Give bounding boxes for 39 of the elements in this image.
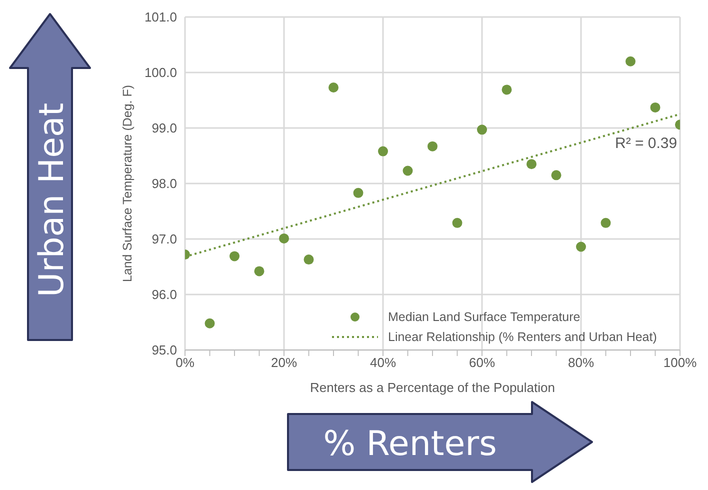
y-tick-label: 101.0 (144, 10, 177, 25)
x-tick-label: 100% (663, 355, 698, 370)
y-tick-label: 97.0 (152, 232, 177, 247)
x-axis-title: Renters as a Percentage of the Population (310, 380, 555, 395)
point (402, 166, 413, 176)
point (650, 102, 660, 112)
x-tick-label: 40% (370, 355, 396, 370)
point (526, 159, 536, 170)
point (328, 82, 338, 92)
y-tick-label: 100.0 (144, 65, 177, 80)
point (576, 242, 586, 252)
point (254, 266, 264, 276)
point (353, 188, 364, 198)
point (378, 146, 388, 156)
point (279, 233, 289, 244)
point (502, 84, 512, 95)
text: Urban Heat (32, 102, 72, 298)
point (428, 141, 438, 152)
point (626, 56, 636, 66)
point (304, 254, 314, 265)
point (204, 318, 215, 328)
x-tick-label: 80% (568, 355, 594, 370)
point (477, 124, 487, 135)
y-tick-label: 96.0 (152, 287, 177, 302)
x-tick-label: 20% (270, 355, 298, 370)
text: % Renters (323, 424, 497, 464)
y-tick-label: 99.0 (152, 120, 177, 136)
legend-label: Median Land Surface Temperature (388, 310, 580, 324)
point (600, 218, 611, 228)
point (452, 218, 462, 228)
y-axis-title: Land Surface Temperature (Deg. F) (120, 84, 134, 282)
legend-label: Linear Relationship (% Renters and Urban Heat) (388, 330, 657, 344)
point (551, 170, 562, 180)
x-tick-label: 60% (468, 355, 496, 370)
y-tick-label: 98.0 (152, 176, 177, 192)
y-tick-label: 95.0 (152, 342, 177, 358)
annotation: R² = 0.39 (615, 135, 678, 152)
point (230, 251, 240, 262)
x-tick-label: 0% (176, 355, 195, 370)
